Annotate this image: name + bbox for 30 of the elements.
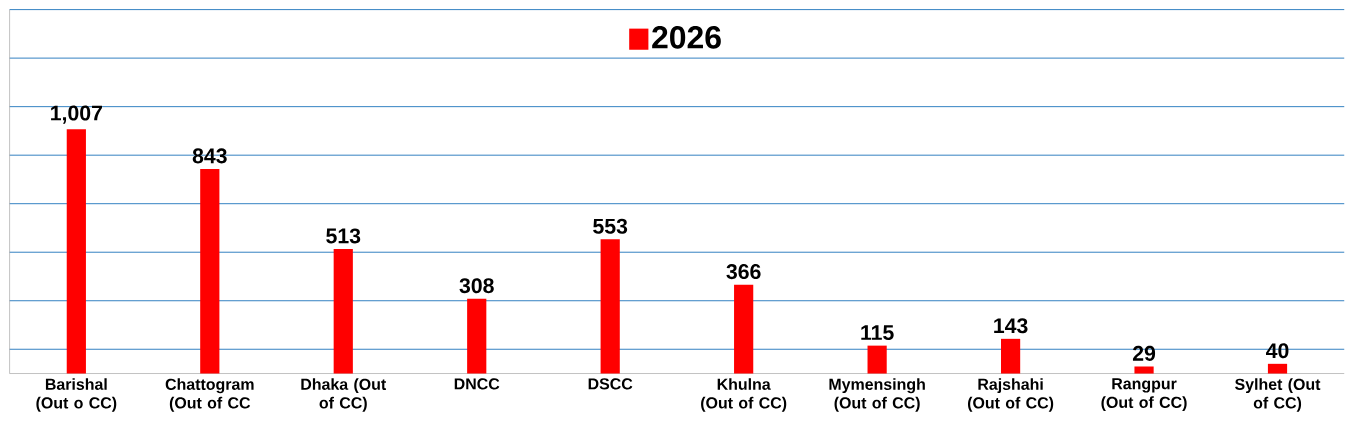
x-tick-label: DSCC bbox=[588, 378, 633, 390]
x-tick-label: Rangpur (Out of CC) bbox=[1101, 378, 1187, 412]
x-tick-label: Rajshahi (Out of CC) bbox=[967, 378, 1054, 412]
data-label: 1,007 bbox=[51, 105, 102, 124]
x-tick-label: Khulna (Out of CC) bbox=[701, 378, 787, 412]
x-tick-label: Chattogram (Out of CC bbox=[165, 378, 254, 412]
bar bbox=[66, 129, 86, 374]
data-label: 29 bbox=[1132, 345, 1156, 361]
x-tick-label: Dhaka (Out of CC) bbox=[301, 378, 387, 412]
x-tick-label: DNCC bbox=[454, 378, 500, 390]
data-label: 513 bbox=[326, 228, 361, 244]
bar bbox=[1000, 338, 1021, 374]
bar bbox=[1267, 363, 1288, 374]
data-label: 308 bbox=[459, 278, 494, 294]
bar bbox=[200, 168, 220, 374]
x-tick-label: Mymensingh (Out of CC) bbox=[829, 378, 925, 412]
bar bbox=[333, 249, 353, 374]
data-label: 143 bbox=[994, 318, 1028, 334]
legend-label: 2026 bbox=[652, 26, 721, 49]
bar bbox=[734, 284, 754, 374]
data-label: 553 bbox=[593, 218, 628, 234]
bar bbox=[467, 298, 487, 374]
bar bbox=[600, 239, 620, 374]
x-tick-label: Barishal (Out o CC) bbox=[36, 378, 117, 412]
x-tick-label: Sylhet (Out of CC) bbox=[1235, 378, 1321, 412]
data-label: 366 bbox=[726, 264, 761, 280]
bar bbox=[867, 345, 887, 374]
bar bbox=[1134, 366, 1154, 374]
data-label: 843 bbox=[192, 148, 227, 164]
data-label: 115 bbox=[861, 325, 894, 341]
